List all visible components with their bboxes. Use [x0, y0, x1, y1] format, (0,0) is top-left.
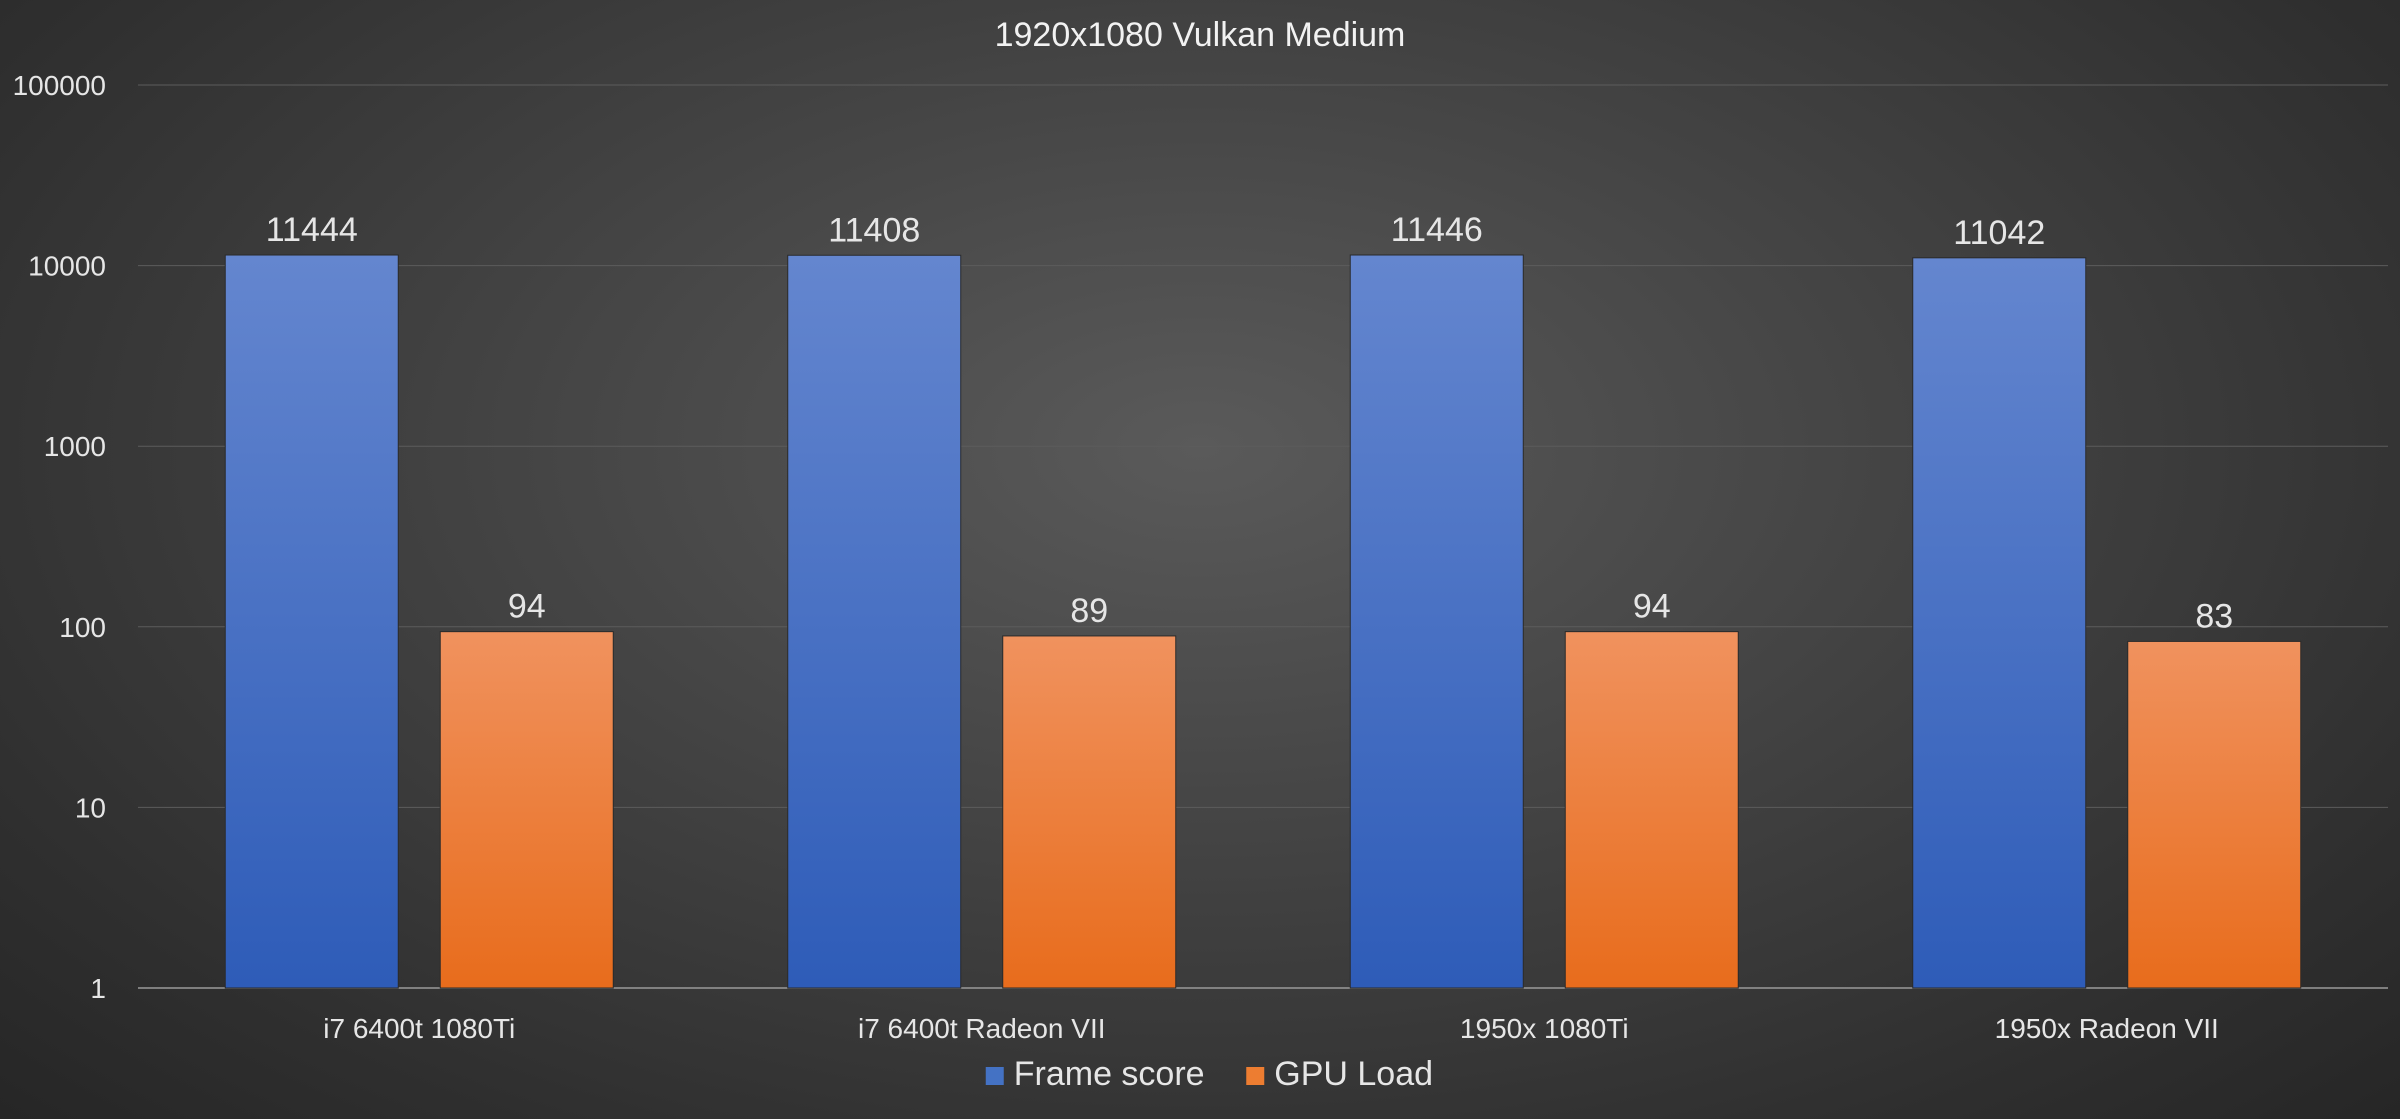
- y-tick-label: 1: [90, 973, 106, 1004]
- x-category-label: 1950x 1080Ti: [1460, 1013, 1629, 1044]
- y-tick-label: 100000: [13, 70, 106, 101]
- chart-title: 1920x1080 Vulkan Medium: [995, 16, 1406, 54]
- bar-gpu-load: [1002, 635, 1177, 989]
- data-label-gpu-load: 89: [1070, 592, 1108, 630]
- legend-swatch-gpu-load: [1246, 1067, 1265, 1085]
- bar-gpu-load: [439, 631, 614, 989]
- bar-gpu-load: [1564, 631, 1739, 989]
- bar-frame-score: [1349, 254, 1524, 989]
- x-category-label: 1950x Radeon VII: [1995, 1013, 2219, 1044]
- data-labels: 11444 94 11408 89 11446 94 11042 83: [266, 211, 2233, 635]
- data-label-gpu-load: 83: [2195, 597, 2233, 635]
- y-tick-label: 100: [59, 612, 106, 643]
- data-label-frame-score: 11444: [266, 211, 358, 249]
- legend: Frame score GPU Load: [985, 1055, 1433, 1093]
- bar-frame-score: [1912, 257, 2087, 989]
- legend-label-gpu-load: GPU Load: [1274, 1055, 1433, 1093]
- x-category-label: i7 6400t Radeon VII: [858, 1013, 1106, 1044]
- data-label-frame-score: 11446: [1391, 211, 1483, 249]
- legend-label-frame-score: Frame score: [1014, 1055, 1205, 1093]
- bars: [224, 254, 2302, 989]
- data-label-frame-score: 11408: [828, 211, 920, 249]
- bar-frame-score: [224, 254, 399, 989]
- data-label-gpu-load: 94: [508, 588, 546, 626]
- bar-gpu-load: [2127, 640, 2302, 989]
- data-label-frame-score: 11042: [1953, 214, 2045, 252]
- y-tick-label: 10000: [28, 251, 106, 282]
- y-tick-label: 1000: [44, 431, 106, 462]
- x-axis-categories: i7 6400t 1080Ti i7 6400t Radeon VII 1950x …: [323, 1013, 2219, 1044]
- legend-swatch-frame-score: [985, 1067, 1004, 1085]
- x-category-label: i7 6400t 1080Ti: [323, 1013, 515, 1044]
- bar-frame-score: [787, 254, 962, 989]
- y-axis-ticks: 1 10 100 1000 10000 100000: [13, 70, 106, 1004]
- y-tick-label: 10: [75, 792, 106, 823]
- data-label-gpu-load: 94: [1633, 588, 1671, 626]
